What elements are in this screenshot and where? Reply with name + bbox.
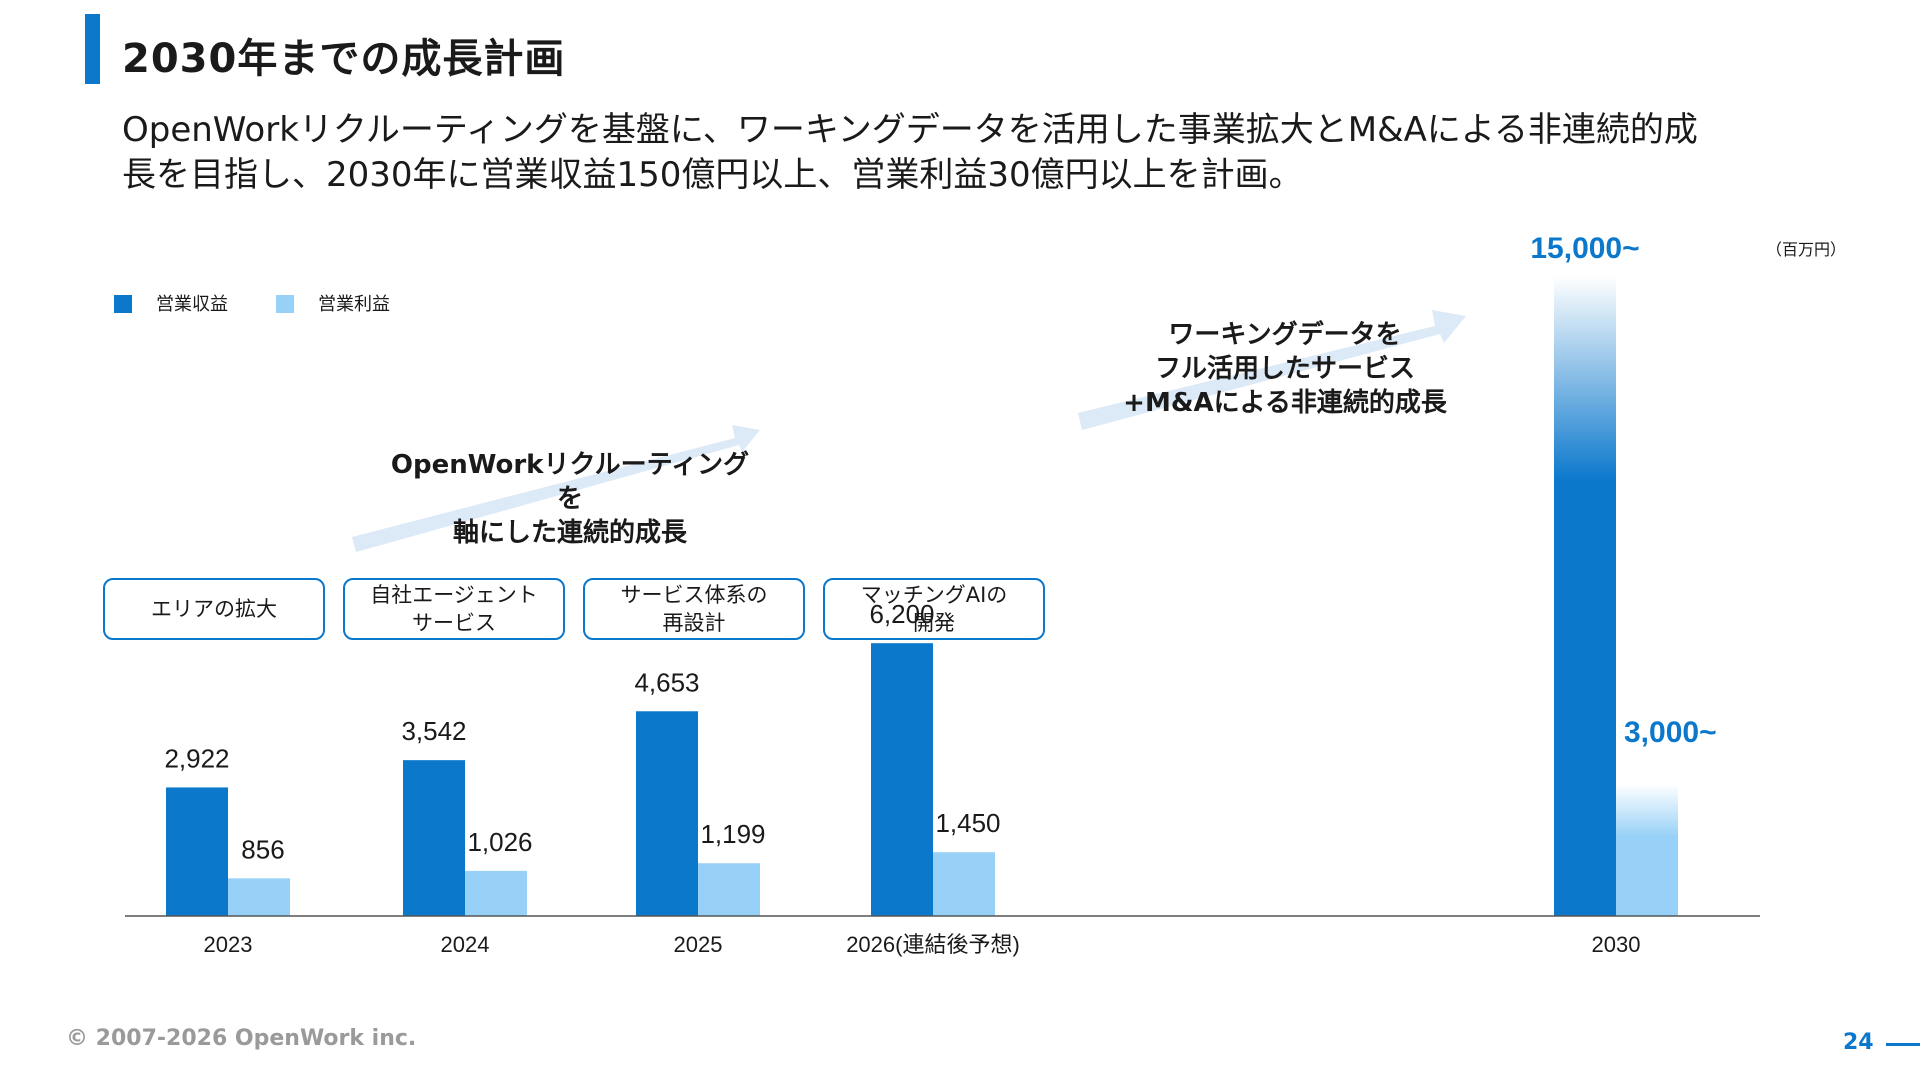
x-tick-label-2025: 2025 <box>674 932 723 957</box>
value-label-profit-2025: 1,199 <box>700 819 765 849</box>
arrow2-caption-line-3: +M&Aによる非連続的成長 <box>1123 388 1447 418</box>
x-tick-label-2024: 2024 <box>441 932 490 957</box>
page-subtitle: OpenWorkリクルーティングを基盤に、ワーキングデータを活用した事業拡大とM… <box>122 108 1802 198</box>
legend-swatch-profit <box>276 295 294 313</box>
bar-profit-2030 <box>1616 784 1678 916</box>
bar-profit-2024 <box>465 870 527 916</box>
growth-arrow-1 <box>352 425 760 552</box>
milestone-matching-ai: マッチングAIの 開発 <box>823 578 1045 640</box>
arrow1-caption-line-2: 軸にした連続的成長 <box>452 518 687 548</box>
x-tick-label-2030: 2030 <box>1592 932 1641 957</box>
value-label-revenue-2023: 2,922 <box>164 743 229 773</box>
page-number-line <box>1886 1043 1920 1046</box>
page-title: 2030年までの成長計画 <box>122 36 566 82</box>
bar-revenue-2024 <box>403 760 465 916</box>
arrow2-caption-line-1: ワーキングデータを <box>1168 320 1402 350</box>
bar-profit-2023 <box>228 878 290 916</box>
value-label-profit-2024: 1,026 <box>467 827 532 857</box>
arrow1-caption: OpenWorkリクルーティングを 軸にした連続的成長 <box>380 448 760 550</box>
legend-item-profit: 営業利益 <box>276 290 390 316</box>
value-label-revenue-2030: 15,000~ <box>1530 232 1639 265</box>
milestone-agent-service: 自社エージェント サービス <box>343 578 565 640</box>
arrow2-caption: ワーキングデータを フル活用したサービス +M&Aによる非連続的成長 <box>1110 318 1460 420</box>
legend-item-revenue: 営業収益 <box>114 290 228 316</box>
subtitle-line-1: OpenWorkリクルーティングを基盤に、ワーキングデータを活用した事業拡大とM… <box>122 110 1698 150</box>
title-accent-bar <box>85 14 100 84</box>
arrow1-caption-line-1: OpenWorkリクルーティングを <box>390 450 750 514</box>
value-label-revenue-2026: 6,200 <box>869 599 934 629</box>
growth-arrow-2 <box>1078 310 1466 430</box>
bar-revenue-2025 <box>636 711 698 916</box>
subtitle-line-2: 長を目指し、2030年に営業収益150億円以上、営業利益30億円以上を計画。 <box>122 155 1303 195</box>
x-tick-label-2023: 2023 <box>204 932 253 957</box>
page-number: 24 <box>1843 1030 1874 1055</box>
bar-revenue-2023 <box>166 787 228 916</box>
legend-label-revenue: 営業収益 <box>156 294 228 315</box>
bar-revenue-2026 <box>871 643 933 916</box>
value-label-revenue-2025: 4,653 <box>634 667 699 697</box>
bar-profit-2026 <box>933 852 995 916</box>
legend-swatch-revenue <box>114 295 132 313</box>
bar-revenue-2030 <box>1554 276 1616 916</box>
legend-label-profit: 営業利益 <box>318 294 390 315</box>
value-label-profit-2023: 856 <box>241 834 284 864</box>
value-label-revenue-2024: 3,542 <box>401 716 466 746</box>
arrow2-caption-line-2: フル活用したサービス <box>1154 354 1415 384</box>
unit-label: （百万円） <box>1766 240 1847 259</box>
milestone-service-redesign: サービス体系の 再設計 <box>583 578 805 640</box>
value-label-profit-2030: 3,000~ <box>1624 716 1717 749</box>
copyright-footer: © 2007-2026 OpenWork inc. <box>66 1026 417 1051</box>
x-tick-label-2026: 2026(連結後予想) <box>846 932 1020 957</box>
bar-profit-2025 <box>698 863 760 916</box>
value-label-profit-2026: 1,450 <box>935 808 1000 838</box>
milestone-area-expansion: エリアの拡大 <box>103 578 325 640</box>
